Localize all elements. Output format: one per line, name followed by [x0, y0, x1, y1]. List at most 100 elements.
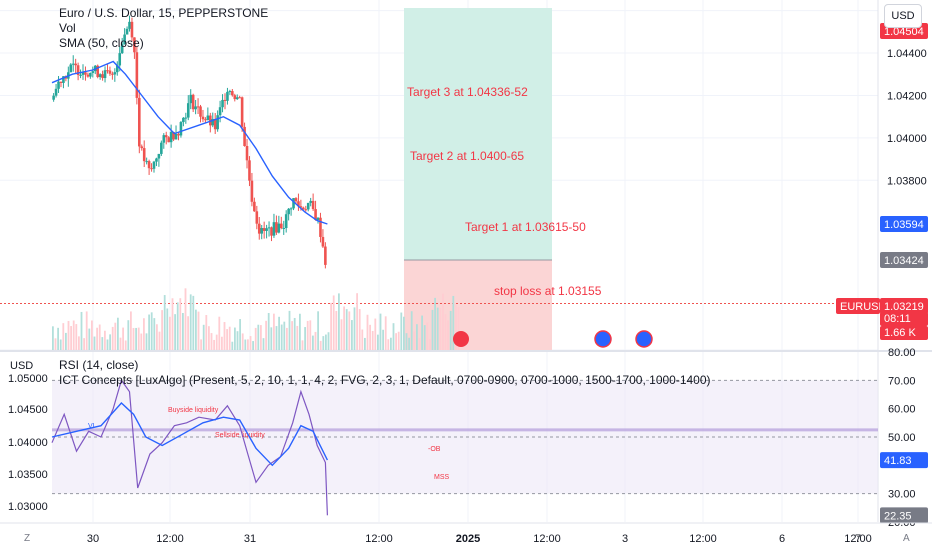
volume-bar [140, 333, 143, 350]
volume-bar [304, 327, 306, 350]
volume-bar [109, 334, 111, 350]
price-tick-label: 1.04200 [887, 90, 927, 102]
price-tick-label: 1.04000 [887, 133, 927, 145]
target-zone [404, 8, 552, 261]
candle-body [194, 106, 197, 110]
candle-body [128, 21, 131, 29]
candle-body [277, 223, 281, 233]
time-tick-label: 7 [855, 533, 861, 545]
volume-bar [249, 336, 252, 350]
volume-bar [379, 313, 382, 350]
volume-bar [382, 329, 384, 350]
time-tick-label: 30 [87, 533, 99, 545]
ict-label: MSS [434, 474, 450, 481]
volume-bar [187, 316, 189, 350]
price-tick-label: 1.04400 [887, 48, 927, 60]
volume-bar [353, 307, 356, 350]
candle-body [248, 160, 251, 181]
candle-body [204, 119, 207, 121]
candle-body [179, 122, 183, 136]
volume-bar [52, 326, 54, 350]
volume-bar [332, 295, 335, 350]
volume-bar [366, 314, 369, 350]
candle-body [106, 70, 109, 72]
volume-bar [452, 295, 455, 350]
time-tick-label: 12:00 [844, 533, 872, 545]
volume-bar [98, 324, 101, 350]
stop-zone [404, 260, 552, 350]
position-annotation-4: stop loss at 1.03155 [494, 284, 602, 298]
candle-body [133, 37, 136, 53]
volume-bar [408, 337, 410, 350]
volume-bar [91, 320, 93, 350]
lower-currency-label: USD [10, 360, 34, 372]
volume-bar [239, 319, 241, 350]
candle-body [245, 146, 249, 161]
currency-button[interactable]: USD [884, 4, 922, 28]
candle-body [86, 74, 90, 77]
rsi-tick-label: 30.00 [888, 489, 916, 501]
volume-bar [83, 338, 85, 350]
volume-bar [143, 318, 145, 350]
candle-body [272, 222, 276, 236]
volume-bar [158, 331, 161, 350]
candle-body [167, 137, 170, 143]
time-tick-label: 12:00 [156, 533, 184, 545]
volume-bar [340, 319, 343, 350]
candle-body [297, 201, 300, 207]
volume-bar [387, 339, 390, 350]
candle-body [79, 74, 82, 76]
candle-body [140, 146, 144, 149]
volume-bar [283, 321, 286, 350]
volume-bar [226, 329, 228, 350]
volume-bar [254, 327, 257, 350]
volume-bar [390, 337, 392, 350]
candle-body [103, 70, 107, 79]
candle-body [169, 131, 173, 143]
sma-line [51, 60, 328, 225]
sma-value-label-bg [880, 216, 928, 232]
candle-body [191, 94, 195, 110]
candle-body [184, 117, 188, 119]
ict-label: Buyside liquidity [168, 407, 219, 414]
candle-body [226, 91, 229, 101]
volume-bar [215, 334, 218, 350]
volume-bar [85, 311, 88, 350]
candle-body [120, 44, 124, 54]
volume-bar [288, 310, 291, 350]
candle-body [189, 94, 193, 104]
volume-bar [247, 339, 249, 350]
volume-bar [291, 321, 293, 350]
candle-body [257, 223, 261, 234]
auto-scale-button[interactable]: A [903, 533, 910, 544]
rsi-legend: RSI (14, close) [59, 358, 139, 372]
candle-body [316, 217, 320, 221]
volume-bar [150, 312, 153, 350]
candle-body [238, 97, 241, 99]
candle-body [206, 115, 210, 121]
candle-body [96, 65, 99, 78]
economic-event-icon [594, 330, 612, 348]
volume-bar [371, 330, 374, 350]
candle-body [162, 135, 166, 143]
time-tick-label: 6 [779, 533, 785, 545]
volume-bar [319, 340, 322, 350]
volume-bar [192, 295, 195, 350]
zoom-corner-button[interactable]: Z [24, 533, 31, 544]
volume-bar [130, 311, 132, 350]
volume-bar [351, 320, 353, 350]
volume-bar [397, 331, 400, 350]
candle-body [270, 227, 273, 236]
ict-legend: ICT Concepts [LuxAlgo] (Present, 5, 2, 1… [59, 373, 711, 387]
volume-bar [70, 326, 72, 350]
volume-bar [270, 327, 273, 350]
candle-body [147, 161, 151, 169]
candle-body [145, 161, 148, 163]
volume-bar [439, 307, 442, 350]
candle-body [196, 106, 200, 108]
volume-bar [426, 322, 429, 350]
volume-bar [223, 322, 226, 350]
candle-body [319, 217, 322, 237]
volume-bar [117, 317, 119, 350]
